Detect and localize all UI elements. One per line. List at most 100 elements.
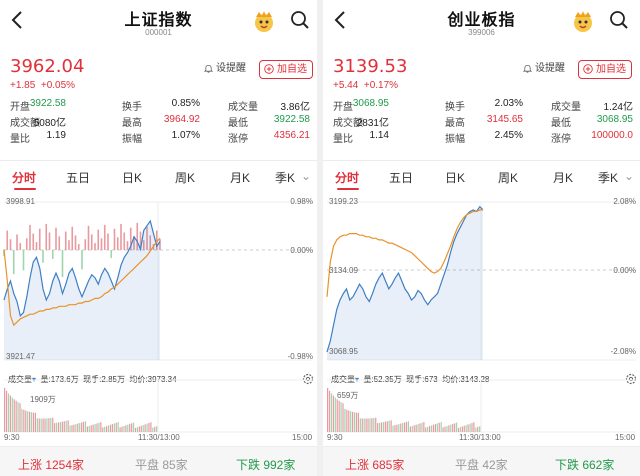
avg-price-line: [3, 237, 161, 327]
add-watchlist-button[interactable]: 加自选: [259, 60, 313, 79]
advancers-count: 上涨 685家: [345, 458, 405, 472]
index-code: 399006: [468, 28, 495, 37]
volume-bar: [423, 422, 425, 432]
tab-5[interactable]: 季K: [598, 171, 619, 185]
set-alert-button[interactable]: 设提醒: [521, 60, 565, 78]
volume-bar: [378, 422, 381, 432]
tab-0[interactable]: 分时: [335, 171, 360, 185]
volume-bar: [359, 418, 361, 432]
volume-bar: [92, 424, 94, 432]
chart-low-pct: -2.08%: [610, 347, 636, 356]
volume-bar: [94, 424, 96, 432]
tab-1[interactable]: 五日: [389, 171, 414, 185]
breadth-bar: [42, 250, 44, 263]
search-icon[interactable]: [609, 10, 629, 30]
volume-bar: [71, 425, 73, 432]
volume-bar: [131, 423, 133, 432]
volume-bar: [140, 425, 142, 432]
breadth-bar: [77, 244, 80, 250]
stat-label: 涨停: [228, 134, 248, 145]
volume-bar: [125, 425, 127, 432]
breadth-bar: [48, 232, 51, 250]
volume-bar: [400, 423, 402, 432]
volume-chart[interactable]: [323, 366, 640, 446]
breadth-bar: [6, 230, 9, 250]
volume-bar: [350, 411, 352, 432]
volume-bar: [154, 426, 156, 432]
volume-bar: [436, 423, 438, 432]
tab-2[interactable]: 日K: [445, 171, 466, 185]
stat-value: 3922.58: [273, 114, 310, 125]
back-arrow-icon[interactable]: [331, 8, 351, 32]
volume-bar: [52, 417, 54, 432]
tab-5[interactable]: 季K: [275, 171, 296, 185]
breadth-bar: [19, 243, 22, 250]
volume-bar: [32, 412, 35, 432]
volume-bar: [50, 417, 52, 432]
volume-bar: [419, 423, 421, 432]
volume-bar: [459, 427, 462, 432]
chart-mid-label: 3134.09: [329, 266, 358, 275]
breadth-bar: [51, 250, 54, 259]
tab-2[interactable]: 日K: [122, 171, 143, 185]
bell-icon: [523, 64, 532, 73]
stat-value: 1.19: [46, 130, 66, 141]
back-arrow-icon[interactable]: [8, 8, 28, 32]
volume-bar: [327, 388, 329, 432]
gear-icon[interactable]: [302, 372, 314, 385]
time-start: 9:30: [4, 433, 20, 442]
add-watchlist-button[interactable]: 加自选: [578, 60, 632, 79]
gear-icon[interactable]: [625, 372, 637, 385]
volume-bar: [25, 410, 27, 432]
volume-bar: [100, 422, 102, 432]
volume-bar: [452, 423, 454, 432]
volume-bar: [413, 425, 415, 432]
tab-3[interactable]: 周K: [498, 171, 519, 185]
plus-circle-icon: [264, 64, 274, 74]
set-alert-button[interactable]: 设提醒: [202, 60, 246, 78]
search-icon[interactable]: [290, 10, 310, 30]
volume-bar: [407, 421, 410, 432]
breadth-bar: [12, 250, 15, 275]
volume-bar: [479, 426, 481, 432]
chevron-down-icon[interactable]: ⌄: [624, 169, 635, 183]
intraday-chart[interactable]: [0, 194, 317, 366]
volume-bar: [42, 418, 44, 432]
mascot-icon[interactable]: [252, 9, 276, 33]
volume-bar: [336, 399, 338, 432]
tab-4[interactable]: 月K: [230, 171, 251, 185]
breadth-bar: [71, 226, 74, 250]
price-change: +1.85 +0.05%: [10, 80, 76, 91]
chevron-down-icon[interactable]: ⌄: [301, 169, 312, 183]
volume-bar: [11, 397, 13, 432]
volume-bar: [473, 422, 475, 432]
price-area: [327, 206, 483, 360]
chart-high-label: 3199.23: [329, 197, 358, 206]
intraday-chart[interactable]: [323, 194, 640, 366]
tab-3[interactable]: 周K: [175, 171, 196, 185]
volume-bar: [73, 424, 75, 432]
panel-divider: [317, 0, 323, 476]
volume-bar: [61, 421, 63, 432]
time-end: 15:00: [615, 433, 636, 442]
tab-0[interactable]: 分时: [12, 171, 37, 185]
tab-1[interactable]: 五日: [66, 171, 91, 185]
volume-bar: [134, 427, 137, 432]
price-change: +5.44 +0.17%: [333, 80, 399, 91]
volume-bar: [328, 390, 331, 432]
tab-4[interactable]: 月K: [553, 171, 574, 185]
volume-bar: [338, 400, 340, 432]
volume-bar: [138, 426, 140, 432]
volume-bar: [102, 427, 104, 432]
volume-bar: [46, 418, 48, 432]
volume-bar: [106, 426, 108, 432]
price-line: [326, 205, 484, 353]
volume-chart[interactable]: [0, 366, 317, 446]
volume-bar: [54, 423, 56, 432]
volume-bar: [59, 422, 62, 432]
mascot-icon[interactable]: [571, 9, 595, 33]
volume-bar: [444, 426, 446, 432]
stats-row: 量比 1.14 振幅 2.45% 涨停 100000.0: [333, 130, 633, 146]
volume-bar: [63, 421, 65, 432]
volume-bar: [375, 417, 377, 432]
